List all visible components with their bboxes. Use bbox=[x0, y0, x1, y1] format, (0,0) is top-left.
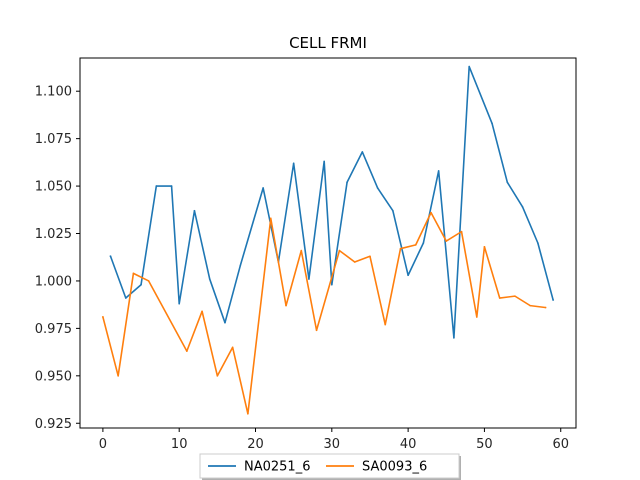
data-point bbox=[514, 295, 516, 297]
legend-label: NA0251_6 bbox=[244, 460, 310, 475]
data-point bbox=[262, 187, 264, 189]
y-tick-label: 1.075 bbox=[35, 132, 72, 147]
data-point bbox=[437, 170, 440, 172]
y-tick-label: 1.050 bbox=[35, 180, 72, 195]
x-tick-label: 30 bbox=[324, 437, 341, 452]
data-point bbox=[376, 187, 379, 189]
data-point bbox=[445, 240, 448, 242]
data-point bbox=[224, 321, 226, 324]
x-tick-label: 10 bbox=[171, 437, 188, 452]
series-SA0093_6 bbox=[101, 211, 547, 415]
data-point bbox=[422, 242, 425, 244]
data-point bbox=[292, 162, 295, 165]
x-tick-label: 60 bbox=[552, 437, 569, 452]
data-point bbox=[346, 181, 348, 184]
data-point bbox=[201, 310, 203, 313]
data-point bbox=[300, 249, 303, 252]
data-point bbox=[140, 283, 142, 286]
data-point bbox=[208, 278, 211, 280]
data-point bbox=[323, 160, 325, 163]
x-axis: 0 10 20 30 40 50 60 bbox=[99, 428, 569, 452]
data-point bbox=[285, 304, 287, 307]
series-line-NA0251_6 bbox=[109, 65, 555, 339]
data-point bbox=[147, 280, 150, 282]
x-tick-label: 40 bbox=[400, 437, 417, 452]
data-point bbox=[506, 181, 509, 184]
data-point bbox=[331, 283, 333, 286]
data-point bbox=[361, 151, 364, 153]
data-point bbox=[178, 302, 180, 305]
chart-title: CELL FRMI bbox=[289, 34, 367, 52]
data-point bbox=[392, 209, 394, 212]
data-point bbox=[170, 185, 173, 187]
data-point bbox=[155, 185, 158, 187]
y-tick-label: 0.925 bbox=[35, 417, 72, 432]
data-point bbox=[353, 261, 356, 263]
data-point bbox=[498, 297, 501, 299]
series-NA0251_6 bbox=[109, 65, 555, 339]
y-tick-label: 1.025 bbox=[35, 227, 72, 242]
data-point bbox=[552, 299, 554, 301]
x-tick-label: 20 bbox=[247, 437, 264, 452]
data-point bbox=[247, 412, 249, 415]
series-line-SA0093_6 bbox=[101, 211, 547, 415]
data-point bbox=[239, 264, 242, 267]
data-point bbox=[453, 337, 455, 339]
data-point bbox=[369, 255, 371, 258]
data-point bbox=[338, 249, 341, 252]
data-point bbox=[399, 247, 402, 250]
data-point bbox=[430, 211, 432, 214]
data-point bbox=[414, 244, 417, 246]
data-point bbox=[460, 230, 463, 233]
y-tick-label: 0.950 bbox=[35, 369, 72, 384]
y-tick-label: 1.000 bbox=[35, 274, 72, 289]
data-point bbox=[537, 242, 539, 244]
data-point bbox=[186, 350, 188, 352]
data-point bbox=[529, 304, 532, 307]
data-point bbox=[468, 65, 470, 68]
y-tick-label: 0.975 bbox=[35, 322, 72, 337]
data-point bbox=[476, 316, 478, 318]
data-point bbox=[521, 206, 524, 208]
legend: NA0251_6 SA0093_6 bbox=[199, 453, 461, 480]
data-point bbox=[483, 245, 486, 248]
data-point bbox=[124, 297, 127, 299]
data-point bbox=[109, 255, 112, 258]
y-tick-label: 1.100 bbox=[35, 85, 72, 100]
data-point bbox=[544, 306, 547, 309]
y-axis: 0.925 0.950 0.975 1.000 1.025 1.050 1.075 1.100 bbox=[35, 85, 80, 432]
data-point bbox=[102, 316, 104, 318]
data-point bbox=[315, 329, 318, 332]
plot-frame bbox=[79, 57, 577, 429]
data-point bbox=[407, 274, 409, 277]
data-point bbox=[308, 278, 310, 280]
data-point bbox=[231, 346, 234, 349]
data-point bbox=[117, 375, 119, 377]
legend-label: SA0093_6 bbox=[362, 460, 427, 475]
data-point bbox=[269, 217, 272, 220]
x-tick-label: 50 bbox=[476, 437, 493, 452]
data-point bbox=[193, 209, 196, 212]
series-layer bbox=[101, 65, 555, 415]
data-point bbox=[384, 323, 387, 326]
data-point bbox=[491, 122, 493, 125]
data-point bbox=[132, 272, 135, 275]
data-point bbox=[216, 375, 219, 377]
x-tick-label: 0 bbox=[99, 437, 107, 452]
